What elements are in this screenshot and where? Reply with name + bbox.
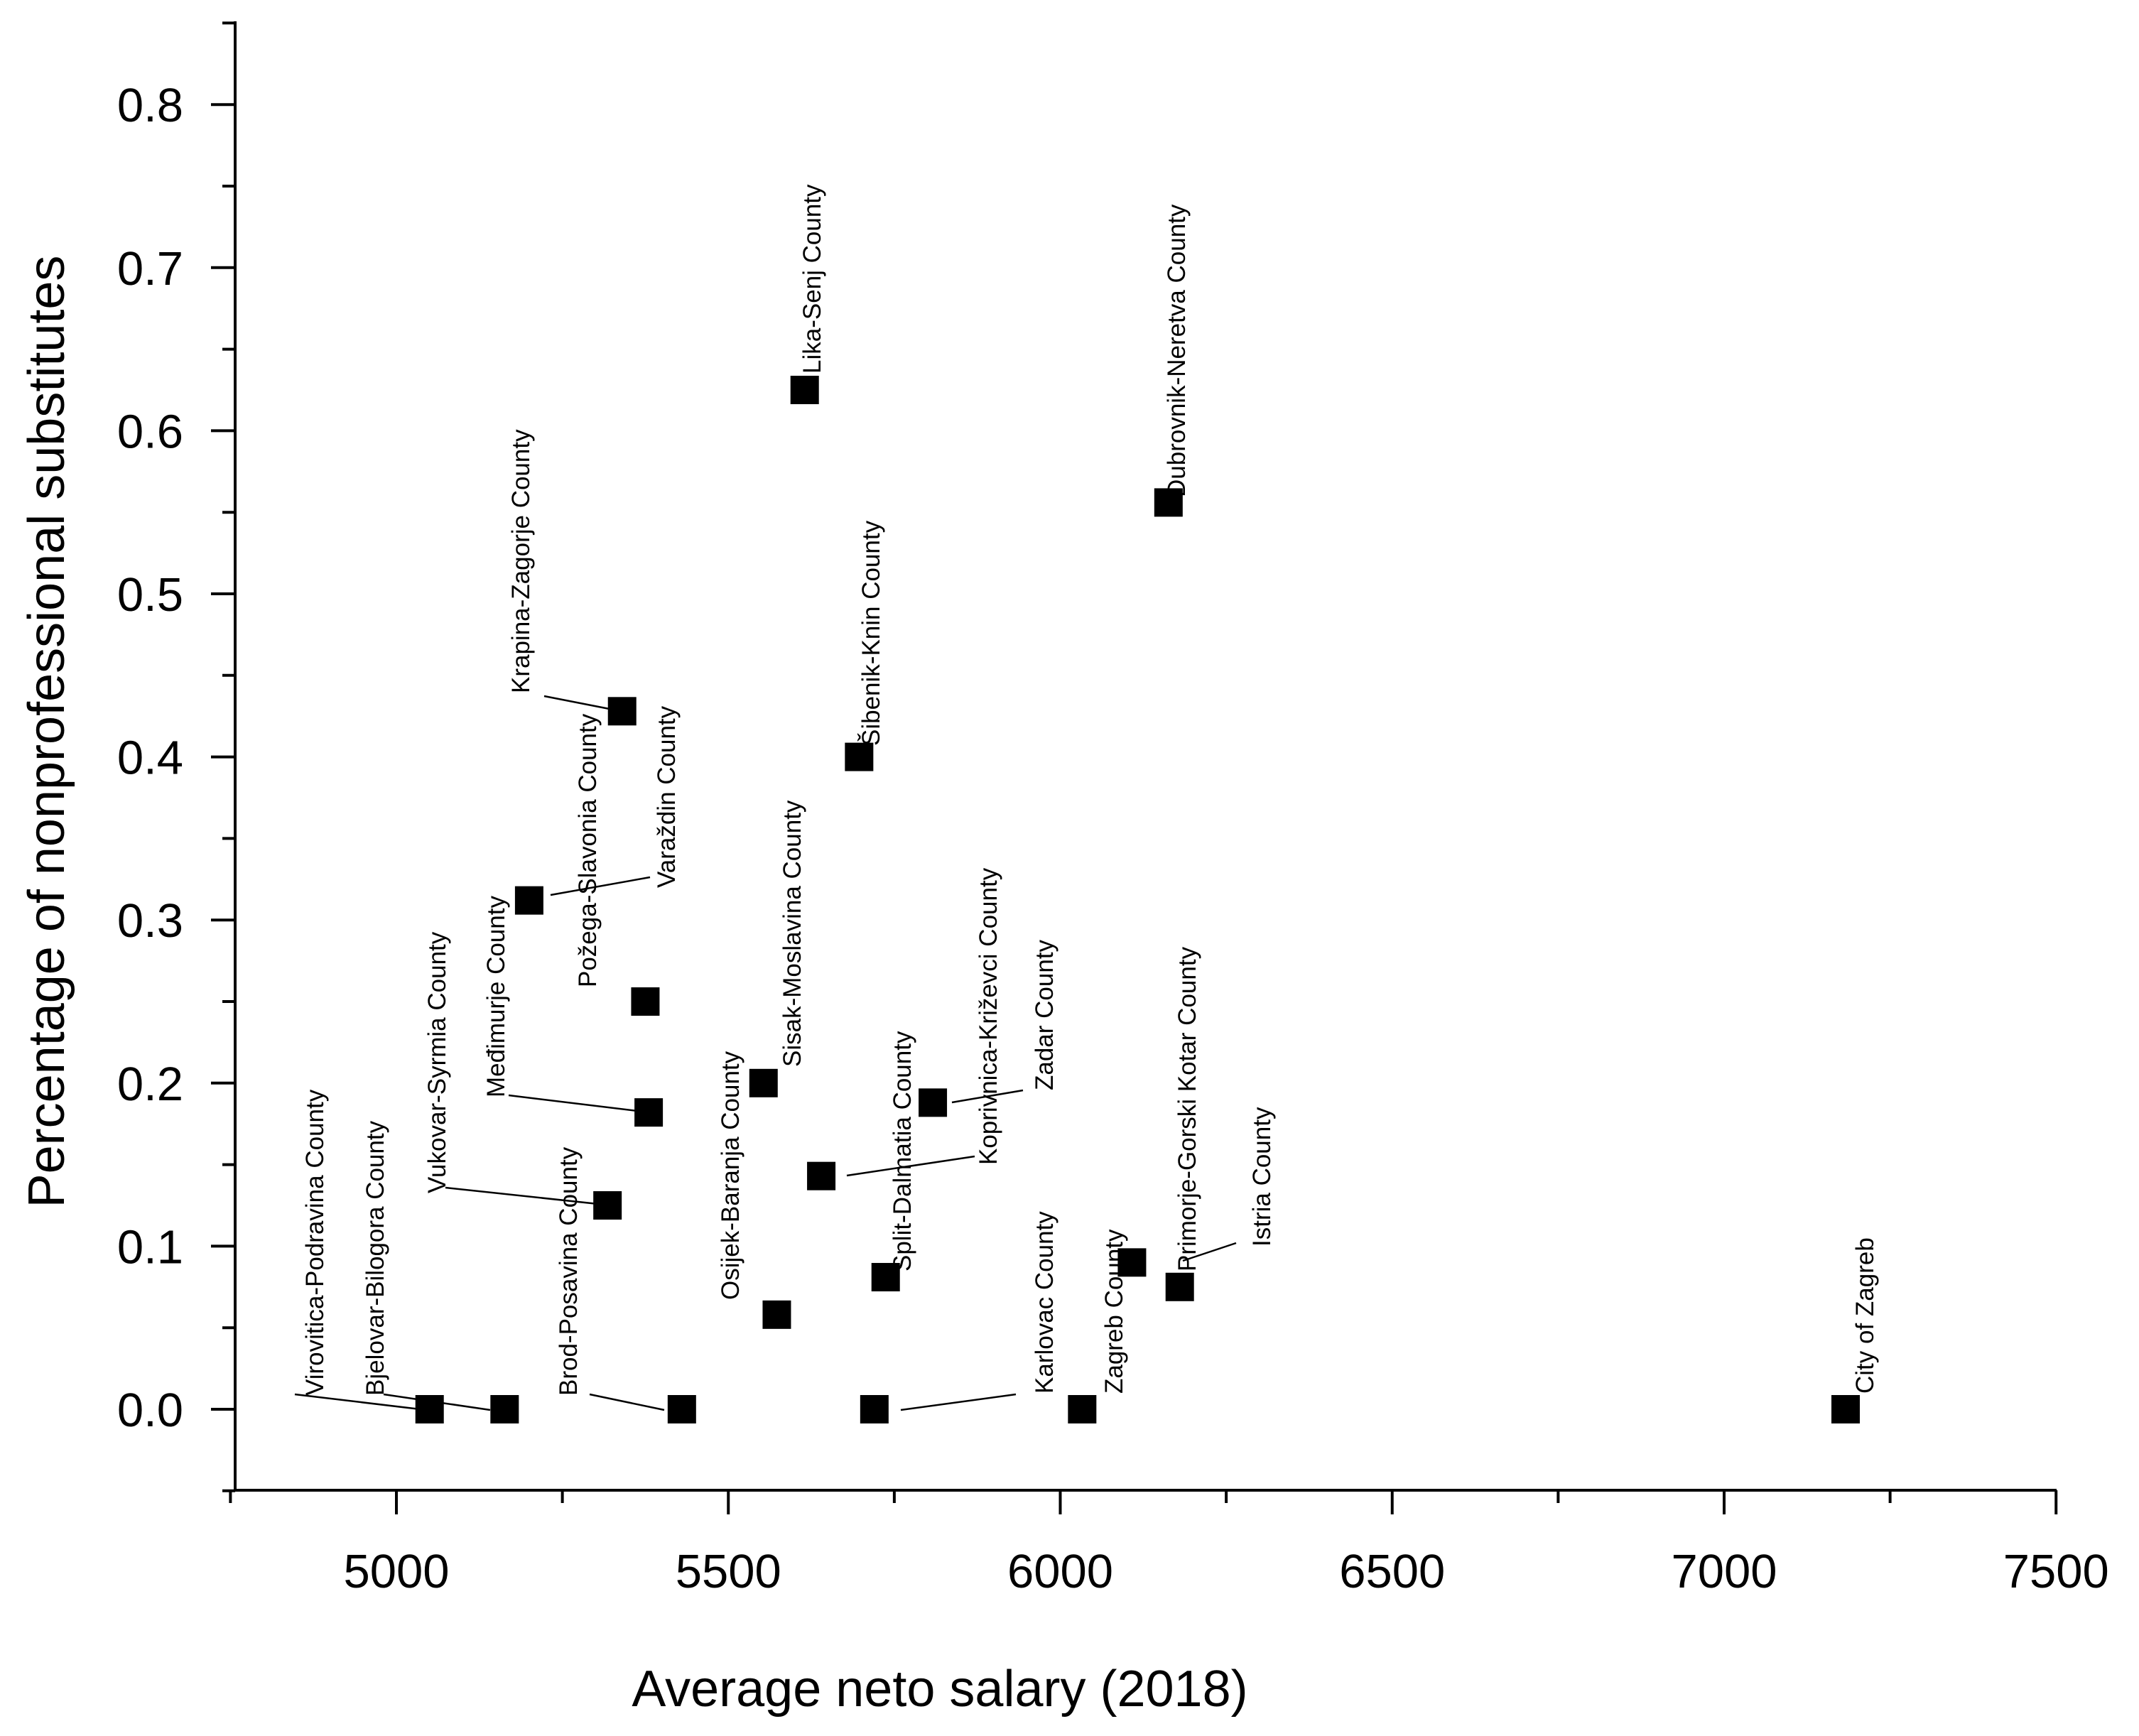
point-split-dalmatia-county: [871, 1263, 900, 1292]
y-axis-title: Percentage of nonprofessional substitute…: [18, 256, 75, 1208]
y-tick-label: 0.7: [117, 242, 183, 295]
leader-line-varazdin-county: [550, 876, 651, 896]
label-istria-county: Istria County: [1248, 1107, 1276, 1247]
label-pozega-slavonia-county: Požega-Slavonia County: [574, 713, 602, 987]
point-sisak-moslavina-county: [749, 1068, 778, 1097]
x-tick-label: 5500: [676, 1545, 781, 1598]
y-tick-label: 0.3: [117, 894, 183, 948]
leader-line-brod-posavina-county: [589, 1393, 665, 1411]
label-varazdin-county: Varaždin County: [653, 705, 681, 888]
leader-line-istria-county: [1182, 1242, 1237, 1262]
label-osijek-baranja-county: Osijek-Baranja County: [717, 1051, 744, 1300]
label-zadar-county: Zadar County: [1031, 939, 1058, 1090]
point-me-imurje-county: [634, 1098, 664, 1127]
label-koprivnica-krizevci-county: Koprivnica-Križevci County: [975, 867, 1002, 1165]
x-tick-label: 6500: [1339, 1545, 1445, 1598]
leader-lines: [294, 695, 1237, 1411]
point-zadar-county: [919, 1088, 948, 1117]
point-brod-posavina-county: [667, 1395, 696, 1423]
label-dubrovnik-neretva-county: Dubrovnik-Neretva County: [1163, 204, 1191, 497]
label-karlovac-county: Karlovac County: [1031, 1211, 1058, 1394]
point-osijek-baranja-county: [762, 1300, 791, 1329]
data-points: [415, 376, 1861, 1423]
point-varazdin-county: [514, 886, 543, 915]
point-virovitica-podravina-county: [415, 1395, 444, 1423]
x-tick-label: 5000: [343, 1545, 449, 1598]
point-dubrovnik-neretva-county: [1154, 488, 1183, 517]
leader-line-koprivnica-krizevci-county: [846, 1155, 975, 1177]
y-tick-label: 0.5: [117, 568, 183, 622]
leader-line-virovitica-podravina-county: [294, 1393, 427, 1411]
ticks: 5000 5500 6000 6500 7000 7500 0.0 0.1 0.2 0.3 0.4 0…: [117, 21, 2109, 1598]
point-krapina-zagorje-county: [607, 697, 637, 726]
x-tick-label: 7500: [2003, 1545, 2109, 1598]
x-axis-title: Average neto salary (2018): [632, 1661, 1247, 1718]
label-virovitica-podravina-county: Virovitica-Podravina County: [301, 1089, 329, 1396]
label-bjelovar-bilogora-county: Bjelovar-Bilogora County: [362, 1120, 389, 1396]
label-me-imurje-county: Međimurje County: [482, 896, 510, 1097]
label-krapina-zagorje-county: Krapina-Zagorje County: [507, 429, 535, 693]
leader-line-krapina-zagorje-county: [543, 695, 617, 712]
label-sisak-moslavina-county: Sisak-Moslavina County: [779, 800, 806, 1067]
y-tick-label: 0.6: [117, 405, 183, 458]
label-primorje-gorski-kotar-county: Primorje-Gorski Kotar County: [1174, 946, 1201, 1271]
label-sibenik-knin-county: Šibenik-Knin County: [857, 520, 885, 746]
point-labels: Virovitica-Podravina County Bjelovar-Bilo…: [301, 184, 1879, 1396]
label-zagreb-county: Zagreb County: [1100, 1229, 1128, 1394]
leader-line-karlovac-county: [900, 1393, 1017, 1411]
label-vukovar-syrmia-county: Vukovar-Syrmia County: [423, 931, 451, 1193]
y-tick-label: 0.2: [117, 1058, 183, 1111]
y-tick-label: 0.8: [117, 79, 183, 132]
point-karlovac-county: [860, 1395, 889, 1423]
y-tick-label: 0.4: [117, 732, 183, 785]
leader-line-zadar-county: [951, 1089, 1024, 1104]
label-lika-senj-county: Lika-Senj County: [798, 184, 826, 374]
y-tick-label: 0.0: [117, 1384, 183, 1437]
y-tick-label: 0.1: [117, 1220, 183, 1274]
point-istria-county: [1165, 1272, 1194, 1301]
leader-line-vukovar-syrmia-county: [445, 1186, 619, 1208]
label-brod-posavina-county: Brod-Posavina County: [555, 1146, 583, 1396]
point-koprivnica-krizevci-county: [807, 1161, 836, 1190]
x-tick-label: 6000: [1007, 1545, 1113, 1598]
point-lika-senj-county: [790, 376, 819, 404]
label-split-dalmatia-county: Split-Dalmatia County: [889, 1031, 916, 1271]
point-city-of-zagreb: [1831, 1395, 1861, 1423]
point-vukovar-syrmia-county: [593, 1191, 622, 1220]
point-pozega-slavonia-county: [631, 987, 660, 1016]
point-primorje-gorski-kotar-county: [1117, 1248, 1147, 1277]
point-bjelovar-bilogora-county: [490, 1395, 519, 1423]
leader-line-me-imurje-county: [508, 1094, 644, 1113]
label-city-of-zagreb: City of Zagreb: [1851, 1237, 1879, 1394]
point-sibenik-knin-county: [845, 742, 874, 771]
point-zagreb-county: [1068, 1395, 1097, 1423]
x-tick-label: 7000: [1671, 1545, 1777, 1598]
